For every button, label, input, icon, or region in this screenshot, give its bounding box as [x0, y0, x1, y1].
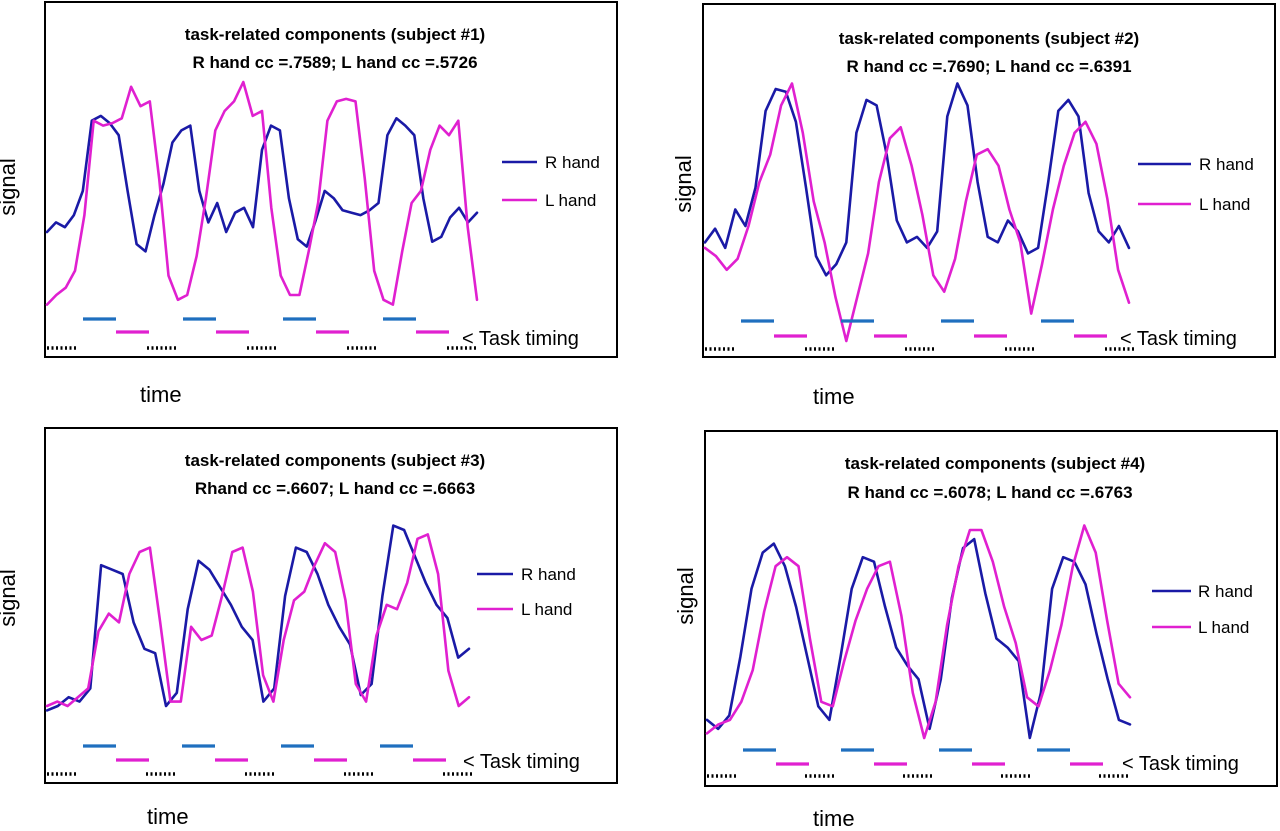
legend-r-hand-label: R hand	[545, 153, 600, 172]
chart-subtitle: R hand cc =.7589; L hand cc =.5726	[192, 53, 477, 72]
chart-subtitle: R hand cc =.6078; L hand cc =.6763	[847, 483, 1132, 502]
legend-r-hand-label: R hand	[521, 565, 576, 584]
series-line-r-hand	[703, 82, 1131, 277]
chart-frame	[44, 427, 618, 784]
series-layer	[705, 524, 1132, 740]
chart-title: task-related components (subject #4)	[845, 454, 1145, 473]
chart-frame	[704, 430, 1278, 787]
task-timing-label: < Task timing	[1122, 753, 1239, 775]
legend-r-hand-label: R hand	[1198, 582, 1253, 601]
legend: R hand L hand	[477, 565, 576, 619]
y-axis-label: signal	[0, 158, 20, 215]
series-line-l-hand	[703, 82, 1131, 343]
task-timing-label: < Task timing	[462, 328, 579, 350]
series-line-r-hand	[45, 524, 471, 712]
series-line-r-hand	[45, 114, 479, 253]
chart-panel-subject-2: task-related components (subject #2) R h…	[671, 3, 1280, 409]
chart-svg: task-related components (subject #2) R h…	[671, 3, 1276, 409]
legend-r-hand-label: R hand	[1199, 155, 1254, 174]
chart-panel-subject-3: task-related components (subject #3) Rha…	[0, 427, 625, 831]
task-timing-markers	[707, 748, 1129, 778]
chart-frame	[44, 1, 618, 358]
y-axis-label: signal	[673, 567, 698, 624]
legend-l-hand-label: L hand	[1198, 618, 1249, 637]
task-timing-markers	[47, 317, 477, 350]
chart-svg: task-related components (subject #1) R h…	[0, 1, 618, 407]
legend-l-hand-label: L hand	[1199, 195, 1250, 214]
chart-title: task-related components (subject #2)	[839, 29, 1139, 48]
legend: R hand L hand	[502, 153, 600, 210]
task-timing-label: < Task timing	[463, 751, 580, 773]
legend: R hand L hand	[1138, 155, 1254, 214]
series-layer	[703, 82, 1131, 343]
chart-svg: task-related components (subject #3) Rha…	[0, 427, 618, 829]
chart-title: task-related components (subject #3)	[185, 451, 485, 470]
task-timing-markers	[705, 319, 1135, 351]
series-line-l-hand	[45, 80, 479, 306]
chart-svg: task-related components (subject #4) R h…	[673, 430, 1278, 831]
x-axis-label: time	[140, 382, 182, 407]
legend-l-hand-label: L hand	[545, 191, 596, 210]
chart-panel-subject-1: task-related components (subject #1) R h…	[0, 1, 625, 407]
y-axis-label: signal	[671, 155, 696, 212]
chart-frame	[702, 3, 1276, 358]
task-timing-markers	[47, 744, 473, 776]
series-layer	[45, 80, 479, 306]
y-axis-label: signal	[0, 569, 20, 626]
chart-subtitle: Rhand cc =.6607; L hand cc =.6663	[195, 479, 475, 498]
x-axis-label: time	[813, 806, 855, 831]
series-line-l-hand	[705, 524, 1132, 740]
x-axis-label: time	[147, 804, 189, 829]
task-timing-label: < Task timing	[1120, 328, 1237, 350]
chart-panel-subject-4: task-related components (subject #4) R h…	[673, 430, 1280, 831]
legend-l-hand-label: L hand	[521, 600, 572, 619]
chart-title: task-related components (subject #1)	[185, 25, 485, 44]
series-layer	[45, 524, 471, 712]
x-axis-label: time	[813, 384, 855, 409]
chart-subtitle: R hand cc =.7690; L hand cc =.6391	[846, 57, 1131, 76]
legend: R hand L hand	[1152, 582, 1253, 637]
series-line-r-hand	[705, 537, 1132, 740]
series-line-l-hand	[45, 533, 471, 708]
